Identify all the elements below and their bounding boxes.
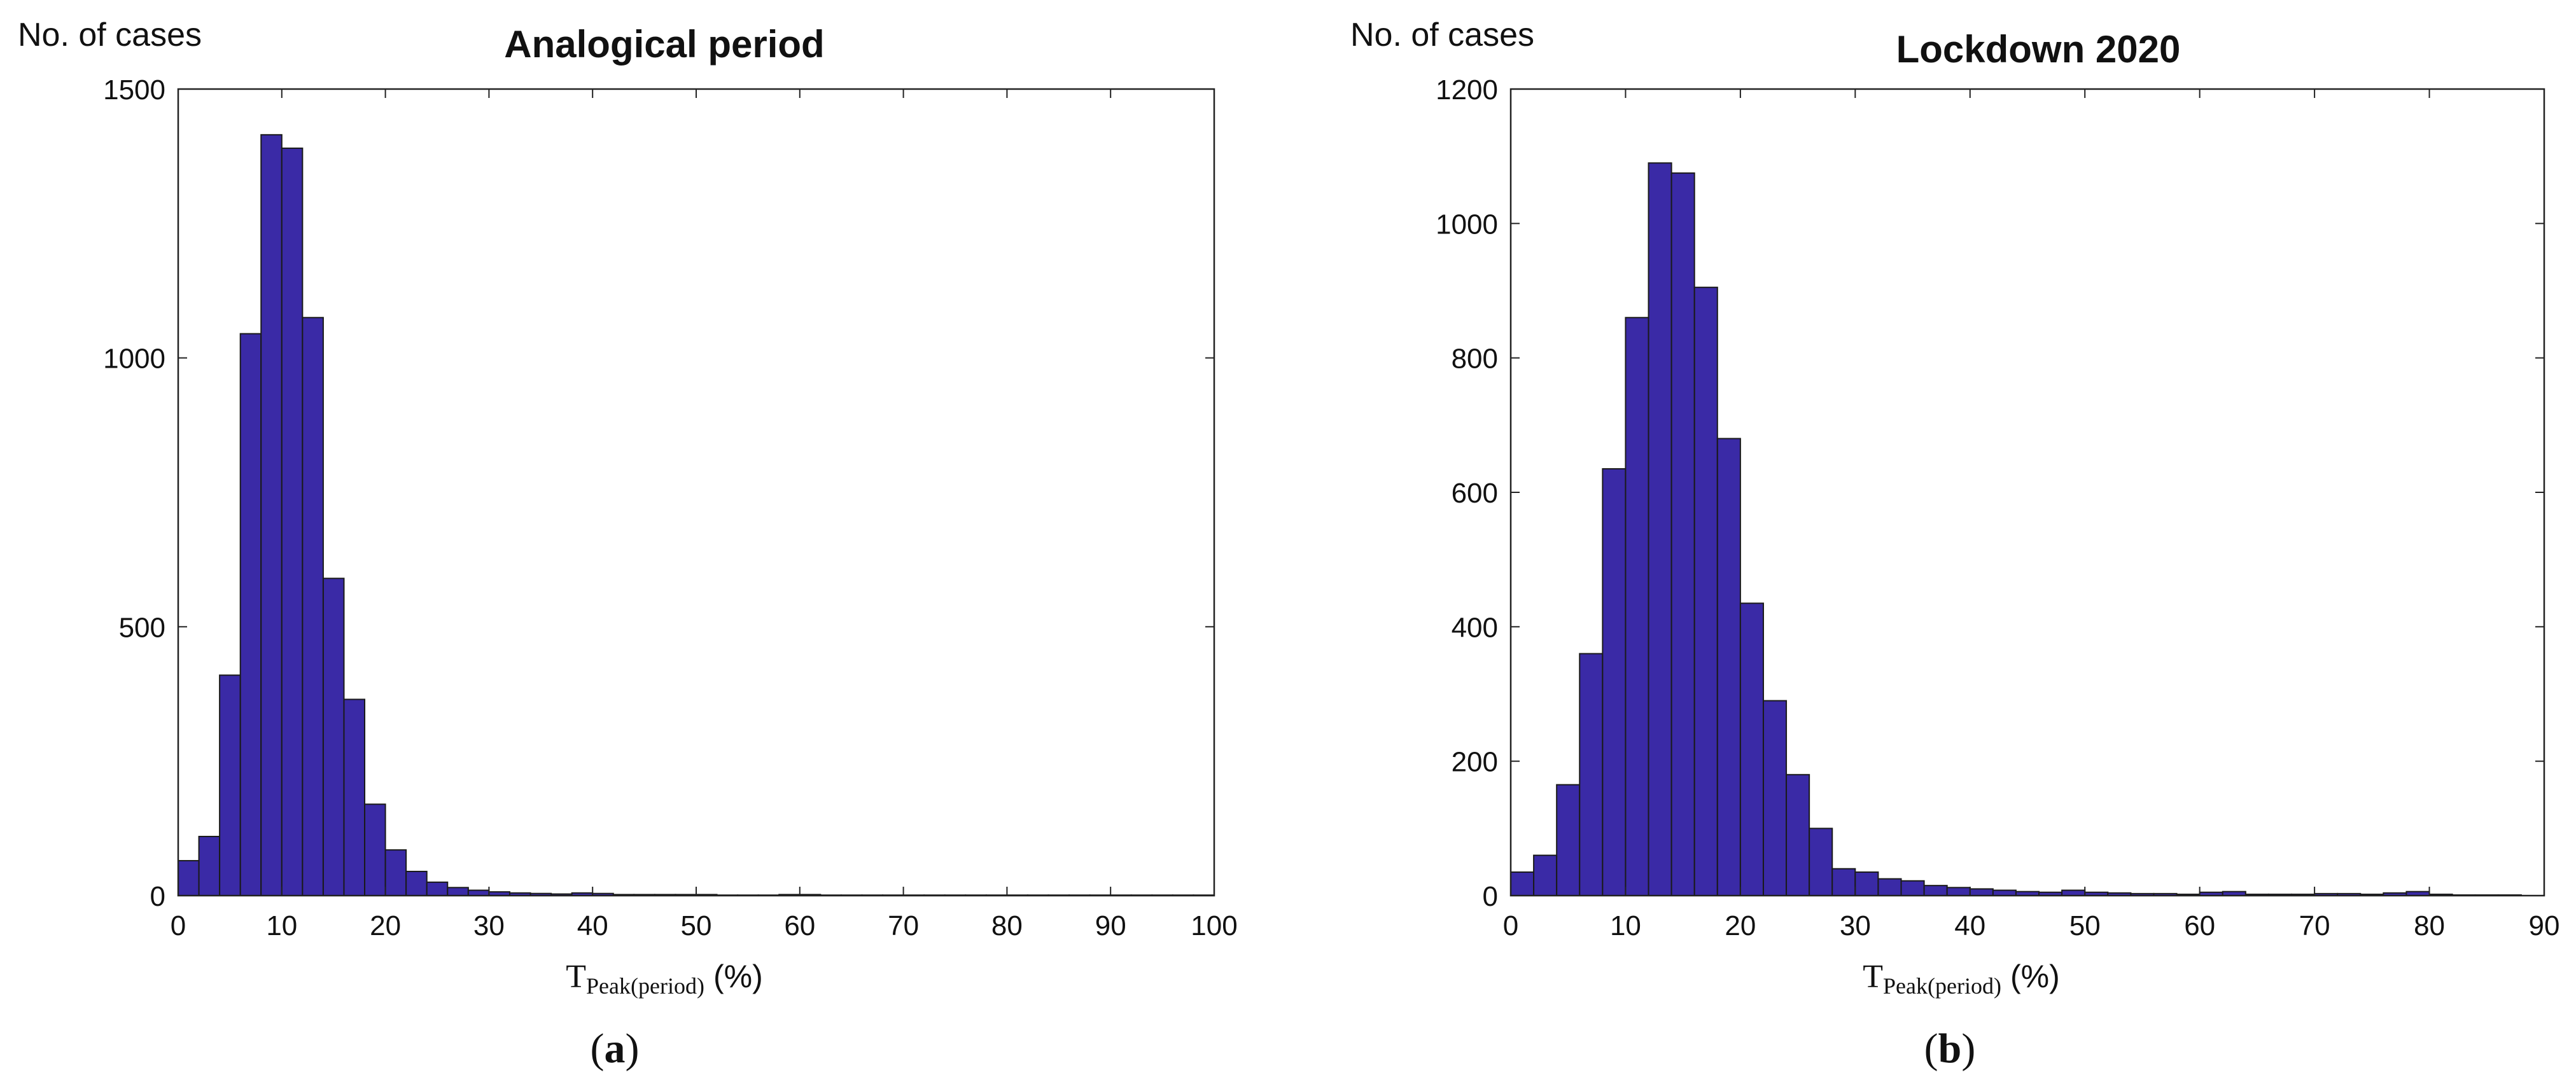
- histogram-bar: [281, 147, 304, 896]
- histogram-bar: [322, 578, 345, 897]
- y-tick-label: 0: [150, 881, 165, 912]
- histogram-bar: [1762, 700, 1788, 896]
- panel-caption-b: (b): [1924, 1025, 1976, 1072]
- histogram-bar: [302, 317, 324, 896]
- y-tick-label: 1200: [1436, 74, 1498, 106]
- histogram-bar: [1510, 871, 1535, 897]
- y-tick-label: 0: [1483, 881, 1498, 912]
- histogram-bar: [1786, 773, 1810, 897]
- x-tick-label: 50: [681, 910, 712, 941]
- histogram-bar: [1809, 828, 1833, 897]
- histogram-bar: [467, 889, 490, 896]
- y-tick-label: 600: [1452, 478, 1498, 509]
- histogram-bar: [405, 870, 428, 896]
- histogram-bar: [219, 674, 241, 896]
- histogram-bar: [1670, 172, 1695, 896]
- x-tick-label: 10: [1610, 910, 1641, 941]
- x-tick-label: 70: [2299, 910, 2330, 941]
- bar-series: [178, 134, 1215, 897]
- caption-letter: a: [605, 1025, 626, 1072]
- x-tick-label: 60: [784, 910, 815, 941]
- histogram-bar: [364, 803, 386, 896]
- histogram-bar: [239, 333, 262, 896]
- axes: 0 10 20 30 40 50 60 70 80 90 0 200 400 600 800 1000 1200: [1436, 74, 2559, 941]
- x-axis-label: TPeak(period) (%): [1863, 959, 2059, 999]
- histogram-bar: [2061, 889, 2086, 896]
- histogram-bar: [1739, 602, 1764, 896]
- histogram-bar: [1533, 854, 1558, 896]
- y-tick-label: 1500: [103, 74, 165, 106]
- panel-caption-a: (a): [591, 1025, 640, 1072]
- histogram-bar: [343, 698, 366, 897]
- caption-letter: b: [1938, 1025, 1962, 1072]
- x-tick-label: 100: [1191, 910, 1237, 941]
- panel-b: No. of cases Lockdown 2020 0 10 20 30 40 50 60…: [1350, 17, 2559, 1072]
- histogram-bar: [384, 849, 407, 896]
- x-tick-label: 90: [1095, 910, 1126, 941]
- chart-title: Analogical period: [504, 23, 824, 66]
- histogram-bar: [1923, 885, 1948, 897]
- histogram-bar: [447, 887, 469, 896]
- histogram-bar: [1693, 286, 1718, 896]
- y-tick-label: 1000: [1436, 209, 1498, 240]
- histogram-bar: [198, 836, 221, 896]
- x-tick-label: 30: [1840, 910, 1871, 941]
- x-axis-label: TPeak(period) (%): [566, 959, 762, 999]
- x-tick-label: 20: [370, 910, 401, 941]
- x-axis-label-subscript: Peak(period): [1883, 973, 2001, 999]
- chart-title: Lockdown 2020: [1896, 28, 2181, 71]
- panel-a: No. of cases Analogical period 0 10 20 30 40…: [18, 17, 1238, 1072]
- y-tick-label: 1000: [103, 343, 165, 375]
- x-axis-label-main: T: [1863, 959, 1883, 995]
- histogram-bar: [178, 860, 200, 897]
- y-axis-label: No. of cases: [1350, 17, 1534, 53]
- histogram-bar: [1831, 868, 1856, 896]
- x-tick-label: 20: [1725, 910, 1756, 941]
- y-tick-label: 400: [1452, 612, 1498, 643]
- histogram-bar: [1854, 871, 1879, 897]
- x-axis-label-subscript: Peak(period): [586, 973, 704, 999]
- x-tick-label: 40: [577, 910, 608, 941]
- histogram-bar: [260, 134, 283, 896]
- histogram-bar: [1716, 438, 1741, 896]
- y-tick-label: 500: [119, 612, 165, 643]
- y-tick-label: 200: [1452, 747, 1498, 778]
- x-tick-label: 70: [888, 910, 919, 941]
- x-tick-label: 80: [991, 910, 1023, 941]
- x-tick-label: 10: [266, 910, 297, 941]
- x-tick-label: 30: [473, 910, 505, 941]
- histogram-bar: [1877, 878, 1902, 897]
- x-tick-label: 40: [1954, 910, 1985, 941]
- x-tick-label: 0: [171, 910, 186, 941]
- y-tick-label: 800: [1452, 343, 1498, 375]
- histogram-bar: [1946, 887, 1971, 896]
- histogram-bar: [1969, 888, 1994, 897]
- histogram-bar: [1992, 889, 2017, 896]
- histogram-bar: [1648, 162, 1672, 897]
- y-axis-label: No. of cases: [18, 17, 202, 53]
- x-tick-label: 90: [2529, 910, 2560, 941]
- x-axis-label-unit: (%): [713, 959, 763, 994]
- x-axis-label-main: T: [566, 959, 586, 995]
- x-tick-label: 0: [1503, 910, 1518, 941]
- x-tick-label: 60: [2184, 910, 2215, 941]
- histogram-bar: [1900, 880, 1925, 896]
- x-tick-label: 80: [2414, 910, 2445, 941]
- histogram-bar: [426, 881, 449, 897]
- bar-series: [1510, 162, 2522, 897]
- histogram-bar: [1625, 317, 1649, 896]
- x-tick-label: 50: [2069, 910, 2101, 941]
- histogram-bar: [1602, 468, 1627, 896]
- histogram-bar: [1579, 653, 1604, 896]
- histogram-bar: [1556, 784, 1581, 897]
- x-axis-label-unit: (%): [2010, 959, 2060, 994]
